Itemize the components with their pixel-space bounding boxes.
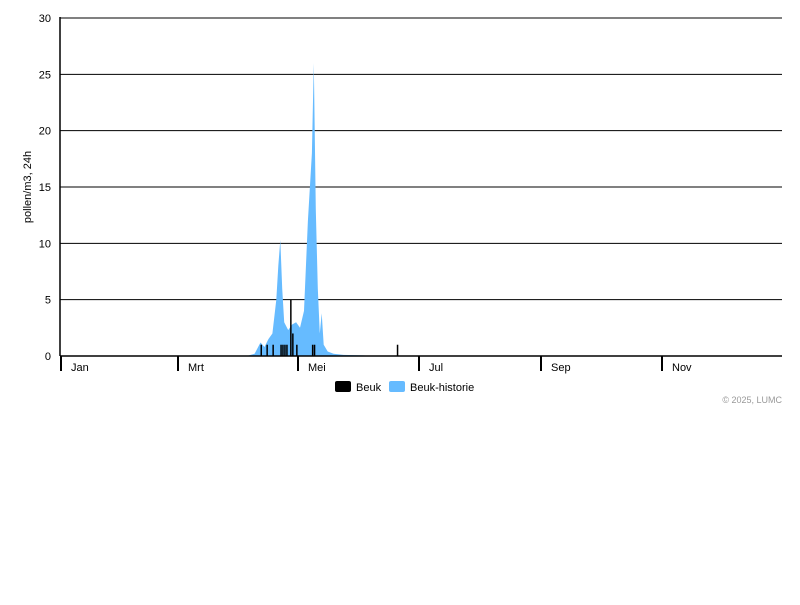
y-axis-label: pollen/m3, 24h xyxy=(22,151,34,223)
legend-swatch-history xyxy=(389,381,405,392)
grid xyxy=(60,17,782,301)
x-tick-label: Mei xyxy=(308,362,326,374)
bar xyxy=(311,344,314,356)
bar xyxy=(292,333,294,356)
x-tick-label: Nov xyxy=(672,362,692,374)
y-tick-label: 0 xyxy=(45,351,51,363)
credit: © 2025, LUMC xyxy=(722,395,782,405)
legend-label-history[interactable]: Beuk-historie xyxy=(410,382,474,394)
legend-label-beuk[interactable]: Beuk xyxy=(356,382,382,394)
legend: Beuk Beuk-historie xyxy=(335,381,474,394)
y-tick-label: 30 xyxy=(39,13,51,25)
y-tick-label: 15 xyxy=(39,182,51,194)
bar xyxy=(313,344,316,356)
y-tick-label: 20 xyxy=(39,126,51,138)
y-tick-label: 25 xyxy=(39,69,51,81)
bar xyxy=(296,344,298,356)
x-tick-label: Jul xyxy=(429,362,443,374)
legend-swatch-beuk xyxy=(335,381,351,392)
x-tick-label: Sep xyxy=(551,362,571,374)
bar xyxy=(260,344,262,356)
bars xyxy=(260,299,399,356)
axes: 0 5 10 15 20 25 30 Jan Mrt Mei Jul Sep Nov xyxy=(39,13,782,374)
history-area-path xyxy=(246,63,374,356)
y-tick-label: 10 xyxy=(39,238,51,250)
y-tick-label: 5 xyxy=(45,295,51,307)
x-tick-label: Jan xyxy=(71,362,89,374)
bar xyxy=(286,344,288,356)
bar xyxy=(396,344,399,356)
history-area xyxy=(246,63,374,356)
bar xyxy=(290,299,292,356)
bar xyxy=(282,344,284,356)
bar xyxy=(284,344,286,356)
x-tick-label: Mrt xyxy=(188,362,204,374)
bar xyxy=(280,344,282,356)
bar xyxy=(272,344,274,356)
bar xyxy=(266,344,268,356)
